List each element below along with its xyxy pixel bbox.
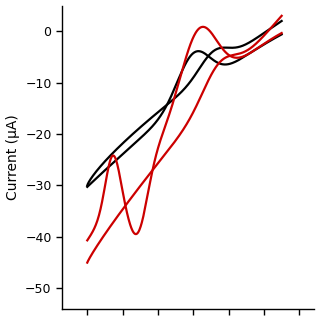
Y-axis label: Current (μA): Current (μA) <box>5 114 20 200</box>
